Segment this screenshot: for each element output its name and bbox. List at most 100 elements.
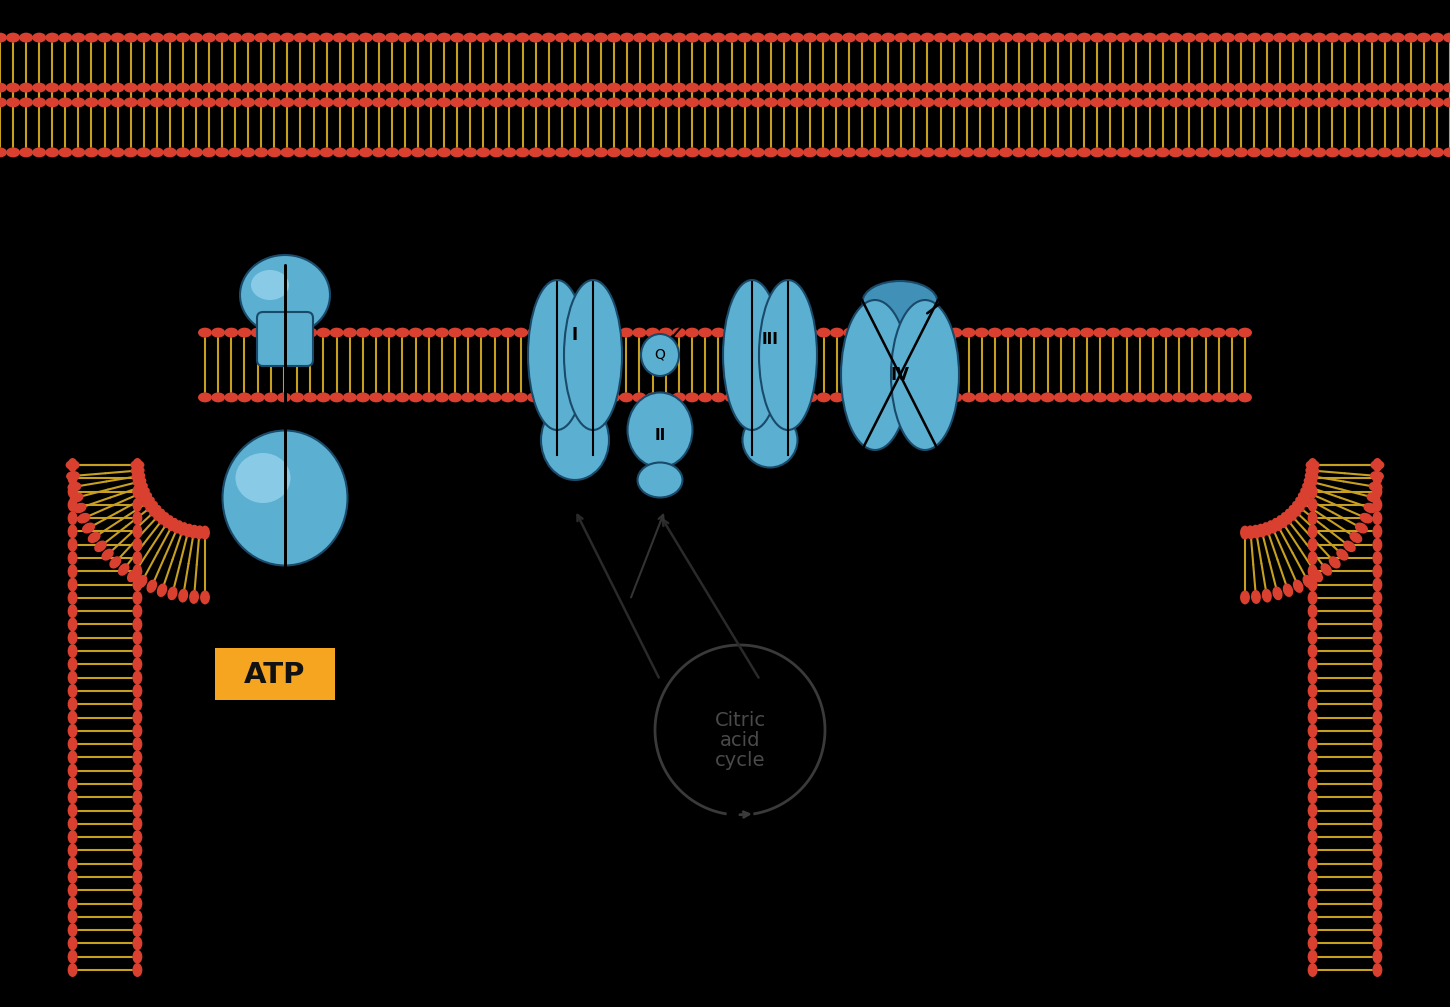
Ellipse shape [764,327,779,337]
Ellipse shape [68,883,77,897]
Ellipse shape [1354,523,1367,534]
Ellipse shape [542,98,555,108]
Ellipse shape [1350,532,1363,543]
Ellipse shape [45,32,59,42]
Ellipse shape [581,32,594,42]
Ellipse shape [1370,471,1383,481]
Ellipse shape [869,83,882,93]
Ellipse shape [1116,147,1131,157]
Ellipse shape [922,393,937,403]
Ellipse shape [238,393,251,403]
Ellipse shape [567,327,580,337]
Ellipse shape [974,327,989,337]
Ellipse shape [660,32,673,42]
Ellipse shape [132,963,142,977]
Ellipse shape [397,32,412,42]
Ellipse shape [68,804,77,818]
Ellipse shape [909,327,922,337]
Ellipse shape [1373,551,1382,565]
Ellipse shape [751,327,766,337]
Ellipse shape [267,83,281,93]
Ellipse shape [1308,617,1318,631]
Ellipse shape [332,147,347,157]
Ellipse shape [777,83,790,93]
Ellipse shape [751,147,764,157]
Text: ATP: ATP [244,661,306,689]
Ellipse shape [162,32,177,42]
Ellipse shape [71,83,86,93]
Ellipse shape [1308,684,1318,698]
Ellipse shape [1195,98,1209,108]
Ellipse shape [162,516,174,528]
Ellipse shape [1041,393,1054,403]
Ellipse shape [934,83,947,93]
Ellipse shape [777,32,790,42]
Ellipse shape [541,400,609,480]
Ellipse shape [1308,804,1318,818]
Text: IV: IV [890,366,909,384]
Ellipse shape [1391,98,1405,108]
Ellipse shape [869,32,882,42]
Ellipse shape [1325,83,1340,93]
Ellipse shape [68,763,77,777]
Ellipse shape [238,327,251,337]
Ellipse shape [342,393,357,403]
Ellipse shape [1373,963,1382,977]
Ellipse shape [167,518,178,531]
Ellipse shape [450,83,464,93]
Ellipse shape [594,83,608,93]
Ellipse shape [1373,896,1382,910]
Ellipse shape [1090,83,1105,93]
Ellipse shape [1156,32,1170,42]
Ellipse shape [658,393,673,403]
Ellipse shape [1064,32,1079,42]
Ellipse shape [1373,830,1382,844]
Ellipse shape [1373,883,1382,897]
Ellipse shape [1159,393,1173,403]
Ellipse shape [474,393,489,403]
Ellipse shape [1430,32,1444,42]
Ellipse shape [1373,538,1382,552]
Ellipse shape [593,327,608,337]
Ellipse shape [448,393,463,403]
Ellipse shape [45,147,59,157]
Ellipse shape [803,98,816,108]
Ellipse shape [319,32,334,42]
Ellipse shape [1260,98,1275,108]
Ellipse shape [1130,147,1144,157]
Ellipse shape [1090,32,1105,42]
Ellipse shape [32,98,46,108]
Text: III: III [761,332,779,347]
Ellipse shape [490,83,503,93]
Ellipse shape [1373,644,1382,658]
Ellipse shape [1025,98,1040,108]
Ellipse shape [1443,147,1450,157]
Ellipse shape [1364,32,1379,42]
Ellipse shape [686,147,699,157]
Ellipse shape [1225,393,1238,403]
Ellipse shape [1119,327,1134,337]
Ellipse shape [935,393,950,403]
Ellipse shape [764,98,777,108]
Ellipse shape [490,32,503,42]
Ellipse shape [999,32,1014,42]
Ellipse shape [97,98,112,108]
Ellipse shape [410,147,425,157]
Ellipse shape [1077,32,1092,42]
Ellipse shape [19,98,33,108]
Ellipse shape [1012,32,1027,42]
Ellipse shape [725,83,738,93]
Ellipse shape [423,147,438,157]
Ellipse shape [1262,522,1272,536]
Ellipse shape [132,817,142,831]
Ellipse shape [123,98,138,108]
Ellipse shape [123,147,138,157]
Ellipse shape [1337,549,1348,561]
Ellipse shape [1373,671,1382,685]
Ellipse shape [555,32,568,42]
Ellipse shape [1116,32,1131,42]
Ellipse shape [632,327,647,337]
Ellipse shape [922,327,937,337]
Ellipse shape [1391,83,1405,93]
Ellipse shape [1308,644,1318,658]
